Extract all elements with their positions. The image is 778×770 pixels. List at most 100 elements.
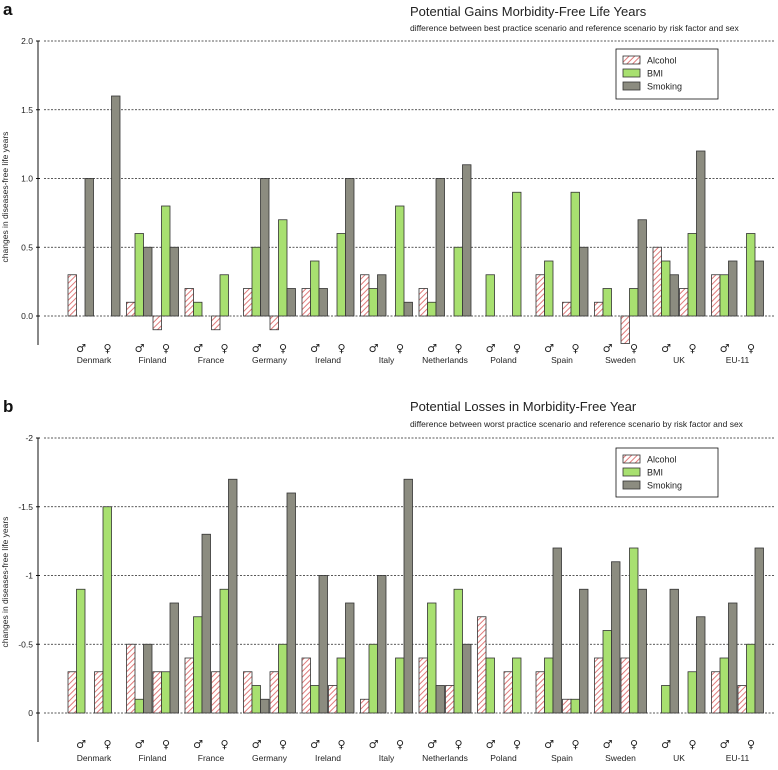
bar-alcohol: [184, 657, 194, 714]
bar-alcohol: [301, 657, 311, 714]
male-symbol: ♂: [76, 738, 86, 751]
y-tick-label: -1.5: [18, 502, 33, 512]
bar-bmi: [512, 191, 522, 317]
bar-bmi: [395, 657, 405, 714]
bar-smoking: [462, 643, 472, 714]
legend-label-alcohol: Alcohol: [647, 455, 677, 465]
country-label: Ireland: [315, 753, 341, 763]
country-label: Germany: [252, 355, 288, 365]
male-symbol: ♂: [193, 738, 203, 751]
male-symbol: ♂: [603, 738, 613, 751]
female-symbol: ♀: [747, 342, 755, 355]
bar-bmi: [570, 191, 580, 317]
female-symbol: ♀: [162, 738, 170, 751]
country-label: Poland: [490, 355, 517, 365]
legend-label-smoking: Smoking: [647, 82, 682, 92]
bar-smoking: [143, 246, 153, 317]
bar-smoking: [345, 178, 355, 317]
female-symbol: ♀: [337, 342, 345, 355]
bar-alcohol: [418, 288, 428, 317]
legend-label-bmi: BMI: [647, 69, 663, 79]
bar-bmi: [661, 260, 671, 317]
bar-smoking: [728, 260, 738, 317]
bar-smoking: [611, 561, 621, 714]
male-symbol: ♂: [603, 342, 613, 355]
bar-alcohol: [477, 616, 487, 714]
country-label: Finland: [139, 753, 167, 763]
country-label: Denmark: [77, 355, 112, 365]
bar-bmi: [512, 657, 522, 714]
bar-smoking: [228, 478, 238, 714]
female-symbol: ♀: [279, 738, 287, 751]
female-symbol: ♀: [747, 738, 755, 751]
panel-a-letter: a: [3, 0, 13, 19]
bar-bmi: [76, 588, 86, 714]
bar-smoking: [579, 588, 589, 714]
bar-alcohol: [620, 315, 630, 344]
y-tick-label: 0: [28, 708, 33, 718]
bar-alcohol: [562, 301, 572, 317]
country-label: EU-11: [726, 753, 750, 763]
bar-bmi: [193, 616, 203, 714]
bar-smoking: [754, 260, 764, 317]
female-symbol: ♀: [571, 738, 579, 751]
country-label: Netherlands: [422, 355, 468, 365]
female-symbol: ♀: [396, 738, 404, 751]
bar-bmi: [395, 205, 405, 317]
bar-bmi: [278, 219, 288, 317]
bar-bmi: [719, 657, 729, 714]
bar-alcohol: [562, 698, 572, 714]
bar-alcohol: [503, 671, 513, 714]
bar-bmi: [544, 657, 554, 714]
bar-alcohol: [418, 657, 428, 714]
bar-bmi: [629, 547, 639, 714]
bar-alcohol: [535, 671, 545, 714]
bar-alcohol: [152, 315, 162, 331]
bar-alcohol: [243, 671, 253, 714]
male-symbol: ♂: [720, 738, 730, 751]
country-label: Finland: [139, 355, 167, 365]
bar-alcohol: [328, 685, 338, 714]
bar-bmi: [368, 643, 378, 714]
bar-alcohol: [269, 671, 279, 714]
bar-alcohol: [126, 643, 136, 714]
country-label: Sweden: [605, 753, 636, 763]
female-symbol: ♀: [630, 738, 638, 751]
male-symbol: ♂: [427, 738, 437, 751]
bar-smoking: [552, 547, 562, 714]
female-symbol: ♀: [103, 342, 111, 355]
bar-alcohol: [620, 657, 630, 714]
bar-alcohol: [211, 671, 221, 714]
legend-label-bmi: BMI: [647, 468, 663, 478]
bar-bmi: [485, 657, 495, 714]
country-label: EU-11: [726, 355, 750, 365]
male-symbol: ♂: [252, 738, 262, 751]
female-symbol: ♀: [396, 342, 404, 355]
legend-label-smoking: Smoking: [647, 481, 682, 491]
bar-smoking: [696, 150, 706, 317]
bar-smoking: [435, 178, 445, 317]
bar-smoking: [318, 575, 328, 714]
legend-swatch-smoking: [622, 81, 641, 91]
country-label: Poland: [490, 753, 517, 763]
panel-b-ylabel: changes in diseases-free life years: [0, 517, 10, 648]
bar-smoking: [579, 246, 589, 317]
bar-smoking: [260, 698, 270, 714]
y-tick-label: 0.5: [21, 242, 33, 252]
female-symbol: ♀: [630, 342, 638, 355]
bar-bmi: [427, 602, 437, 714]
bar-smoking: [286, 288, 296, 317]
bar-alcohol: [652, 246, 662, 317]
bar-alcohol: [360, 698, 370, 714]
male-symbol: ♂: [661, 738, 671, 751]
female-symbol: ♀: [162, 342, 170, 355]
bar-smoking: [111, 95, 121, 317]
male-symbol: ♂: [310, 342, 320, 355]
bar-smoking: [201, 533, 211, 714]
bar-smoking: [260, 178, 270, 317]
panel-b-title: Potential Losses in Morbidity-Free Year: [410, 399, 637, 414]
bar-bmi: [453, 246, 463, 317]
bar-bmi: [102, 506, 112, 714]
bar-smoking: [728, 602, 738, 714]
bar-smoking: [377, 575, 387, 714]
